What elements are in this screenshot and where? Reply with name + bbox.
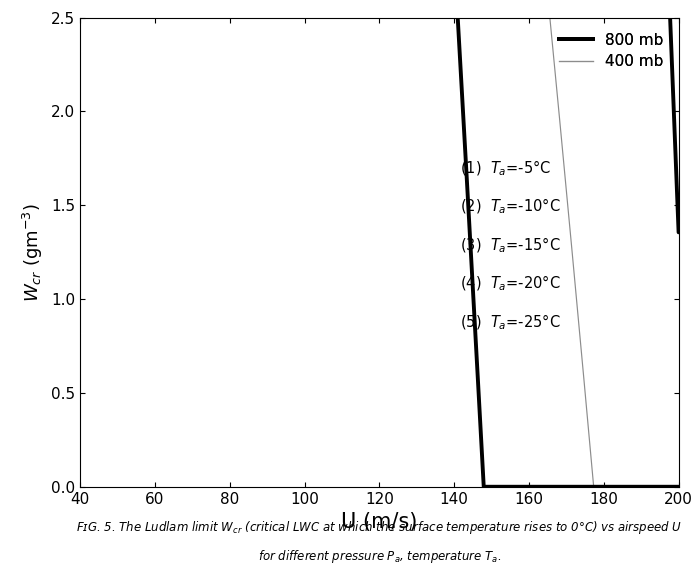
Text: (1)  $T_a$=-5°C: (1) $T_a$=-5°C (460, 159, 551, 178)
Text: for different pressure $P_a$, temperature $T_a$.: for different pressure $P_a$, temperatur… (258, 548, 501, 565)
Text: (5)  $T_a$=-25°C: (5) $T_a$=-25°C (460, 312, 561, 332)
Text: (2)  $T_a$=-10°C: (2) $T_a$=-10°C (460, 197, 561, 216)
Text: (4)  $T_a$=-20°C: (4) $T_a$=-20°C (460, 274, 561, 293)
Y-axis label: $W_{cr}$ (gm$^{-3}$): $W_{cr}$ (gm$^{-3}$) (22, 203, 45, 301)
Legend: 800 mb, 400 mb: 800 mb, 400 mb (551, 25, 671, 77)
Text: FɪG. 5. The Ludlam limit $W_{cr}$ (critical LWC at which the surface temperature: FɪG. 5. The Ludlam limit $W_{cr}$ (criti… (76, 518, 683, 535)
X-axis label: U (m/s): U (m/s) (341, 512, 418, 532)
Text: (3)  $T_a$=-15°C: (3) $T_a$=-15°C (460, 235, 561, 254)
